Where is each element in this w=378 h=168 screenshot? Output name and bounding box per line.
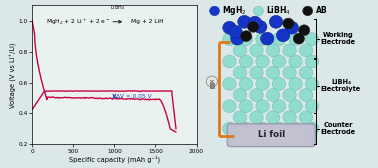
Circle shape	[233, 89, 247, 101]
Text: MgH$_2$: MgH$_2$	[222, 4, 247, 17]
Circle shape	[239, 33, 253, 46]
Circle shape	[256, 77, 269, 90]
Circle shape	[254, 6, 263, 16]
Circle shape	[250, 111, 263, 124]
Circle shape	[289, 33, 302, 46]
Circle shape	[266, 111, 280, 124]
Circle shape	[248, 22, 259, 32]
Text: MgH$_2$ + 2 Li$^+$ + 2 e$^-$: MgH$_2$ + 2 Li$^+$ + 2 e$^-$	[46, 17, 110, 27]
Circle shape	[289, 122, 302, 135]
Circle shape	[273, 55, 286, 68]
Circle shape	[240, 31, 252, 41]
Circle shape	[256, 33, 269, 46]
Circle shape	[223, 122, 236, 135]
Circle shape	[231, 32, 244, 45]
Circle shape	[256, 55, 269, 68]
Circle shape	[289, 55, 302, 68]
Circle shape	[305, 33, 319, 46]
Circle shape	[239, 77, 253, 90]
Circle shape	[206, 76, 217, 87]
Circle shape	[238, 15, 251, 28]
FancyBboxPatch shape	[227, 124, 315, 147]
Circle shape	[233, 66, 247, 79]
Circle shape	[223, 33, 236, 46]
Text: ΔV = 0.05 V: ΔV = 0.05 V	[116, 94, 152, 99]
Circle shape	[233, 44, 247, 57]
Circle shape	[210, 6, 220, 16]
Circle shape	[256, 122, 269, 135]
Circle shape	[223, 100, 236, 113]
Circle shape	[293, 33, 305, 44]
Circle shape	[266, 44, 280, 57]
Circle shape	[299, 111, 313, 124]
Circle shape	[260, 32, 274, 45]
Circle shape	[239, 55, 253, 68]
Circle shape	[273, 33, 286, 46]
Circle shape	[233, 111, 247, 124]
Circle shape	[305, 77, 319, 90]
Circle shape	[305, 122, 319, 135]
Text: Mg + 2 LiH: Mg + 2 LiH	[131, 19, 164, 24]
Circle shape	[283, 44, 296, 57]
Y-axis label: Voltage (V vs Li⁺/Li): Voltage (V vs Li⁺/Li)	[10, 42, 17, 108]
Circle shape	[299, 89, 313, 101]
Circle shape	[273, 122, 286, 135]
Text: LiBH$_4$: LiBH$_4$	[110, 3, 125, 12]
Circle shape	[273, 100, 286, 113]
Circle shape	[299, 44, 313, 57]
Circle shape	[270, 15, 283, 28]
Circle shape	[299, 66, 313, 79]
Text: LiBH$_4$: LiBH$_4$	[266, 5, 291, 17]
Circle shape	[276, 29, 290, 42]
Text: AB: AB	[316, 6, 327, 15]
Text: LiBH₄
Electrolyte: LiBH₄ Electrolyte	[321, 79, 361, 92]
Circle shape	[299, 25, 310, 36]
Circle shape	[273, 77, 286, 90]
Circle shape	[305, 55, 319, 68]
Circle shape	[250, 44, 263, 57]
X-axis label: Specific capacity (mAh g⁻¹): Specific capacity (mAh g⁻¹)	[69, 155, 160, 162]
Circle shape	[239, 100, 253, 113]
Circle shape	[283, 66, 296, 79]
Circle shape	[283, 111, 296, 124]
Circle shape	[289, 77, 302, 90]
Circle shape	[239, 122, 253, 135]
Text: Working
Electrode: Working Electrode	[321, 32, 356, 45]
Circle shape	[285, 21, 299, 34]
Circle shape	[223, 77, 236, 90]
Text: Counter
Electrode: Counter Electrode	[321, 122, 356, 135]
Circle shape	[256, 100, 269, 113]
Circle shape	[283, 89, 296, 101]
Circle shape	[283, 18, 294, 29]
Circle shape	[250, 66, 263, 79]
Circle shape	[266, 89, 280, 101]
Circle shape	[229, 26, 242, 38]
FancyBboxPatch shape	[210, 83, 214, 88]
Circle shape	[250, 89, 263, 101]
Circle shape	[305, 100, 319, 113]
Circle shape	[254, 20, 267, 33]
Circle shape	[266, 66, 280, 79]
Circle shape	[223, 55, 236, 68]
Circle shape	[223, 21, 236, 34]
Circle shape	[303, 6, 313, 16]
Text: Li foil: Li foil	[258, 130, 285, 139]
Circle shape	[289, 100, 302, 113]
Circle shape	[248, 16, 262, 29]
